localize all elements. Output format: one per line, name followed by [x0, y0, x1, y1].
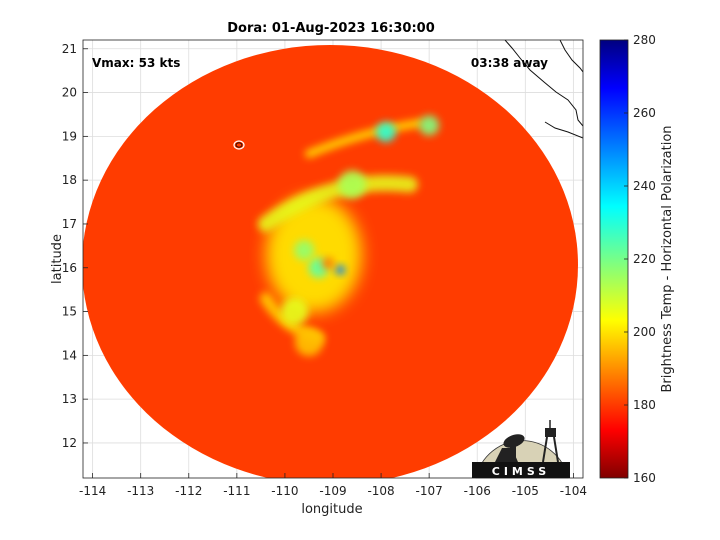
colorbar-tick-label: 160	[633, 471, 656, 485]
x-tick-label: -114	[79, 484, 106, 498]
x-tick-label: -113	[127, 484, 154, 498]
colorbar-tick-label: 280	[633, 33, 656, 47]
y-axis-label: latitude	[50, 234, 65, 284]
convective-feature	[375, 121, 396, 142]
y-tick-label: 17	[62, 217, 77, 231]
colorbar-tick-label: 220	[633, 252, 656, 266]
y-tick-label: 18	[62, 173, 77, 187]
coastline-south	[544, 121, 583, 139]
away-label: 03:38 away	[471, 56, 548, 70]
vmax-label: Vmax: 53 kts	[92, 56, 180, 70]
contour-marker-inner	[235, 142, 243, 148]
outer-cloud-band	[265, 196, 362, 313]
x-tick-label: -104	[560, 484, 587, 498]
x-tick-label: -108	[367, 484, 394, 498]
axis-ticks: -114 -113 -112 -111 -110 -109 -108 -107 -106 -105…	[62, 42, 587, 498]
x-tick-label: -112	[175, 484, 202, 498]
colorbar	[599, 39, 629, 479]
coastline-gulf	[559, 40, 583, 73]
x-tick-label: -105	[512, 484, 539, 498]
y-tick-label: 13	[62, 392, 77, 406]
x-tick-label: -109	[319, 484, 346, 498]
colorbar-tick-label: 200	[633, 325, 656, 339]
y-tick-label: 19	[62, 129, 77, 143]
colorbar-tick-label: 260	[633, 106, 656, 120]
x-tick-label: -107	[416, 484, 443, 498]
chart-title: Dora: 01-Aug-2023 16:30:00	[227, 21, 435, 36]
cimss-logo: CIMSS	[472, 420, 570, 479]
colorbar-ticks: 160 180 200 220 240 260 280	[624, 33, 656, 485]
colorbar-tick-label: 180	[633, 398, 656, 412]
storm-eye	[322, 257, 335, 270]
y-tick-label: 20	[62, 86, 77, 100]
convective-feature	[294, 328, 323, 357]
colorbar-label: Brightness Temp - Horizontal Polarizatio…	[660, 125, 675, 392]
contour-marker	[233, 140, 245, 150]
coastline	[504, 40, 583, 127]
y-tick-label: 21	[62, 42, 77, 56]
x-tick-label: -111	[223, 484, 250, 498]
y-tick-label: 14	[62, 348, 77, 362]
colorbar-tick-label: 240	[633, 179, 656, 193]
convective-feature	[294, 240, 315, 261]
convective-feature	[338, 170, 367, 199]
x-axis-label: longitude	[301, 502, 362, 517]
rain-band-outer	[304, 119, 424, 158]
cimss-logo-text: CIMSS	[492, 465, 550, 478]
y-tick-label: 16	[62, 261, 77, 275]
x-tick-label: -106	[464, 484, 491, 498]
storm-features	[257, 115, 440, 357]
y-tick-label: 15	[62, 305, 77, 319]
y-tick-label: 12	[62, 436, 77, 450]
rain-band-north	[257, 175, 418, 232]
convective-feature	[335, 264, 346, 275]
x-tick-label: -110	[271, 484, 298, 498]
convective-feature	[280, 297, 309, 326]
convective-feature	[419, 115, 440, 136]
